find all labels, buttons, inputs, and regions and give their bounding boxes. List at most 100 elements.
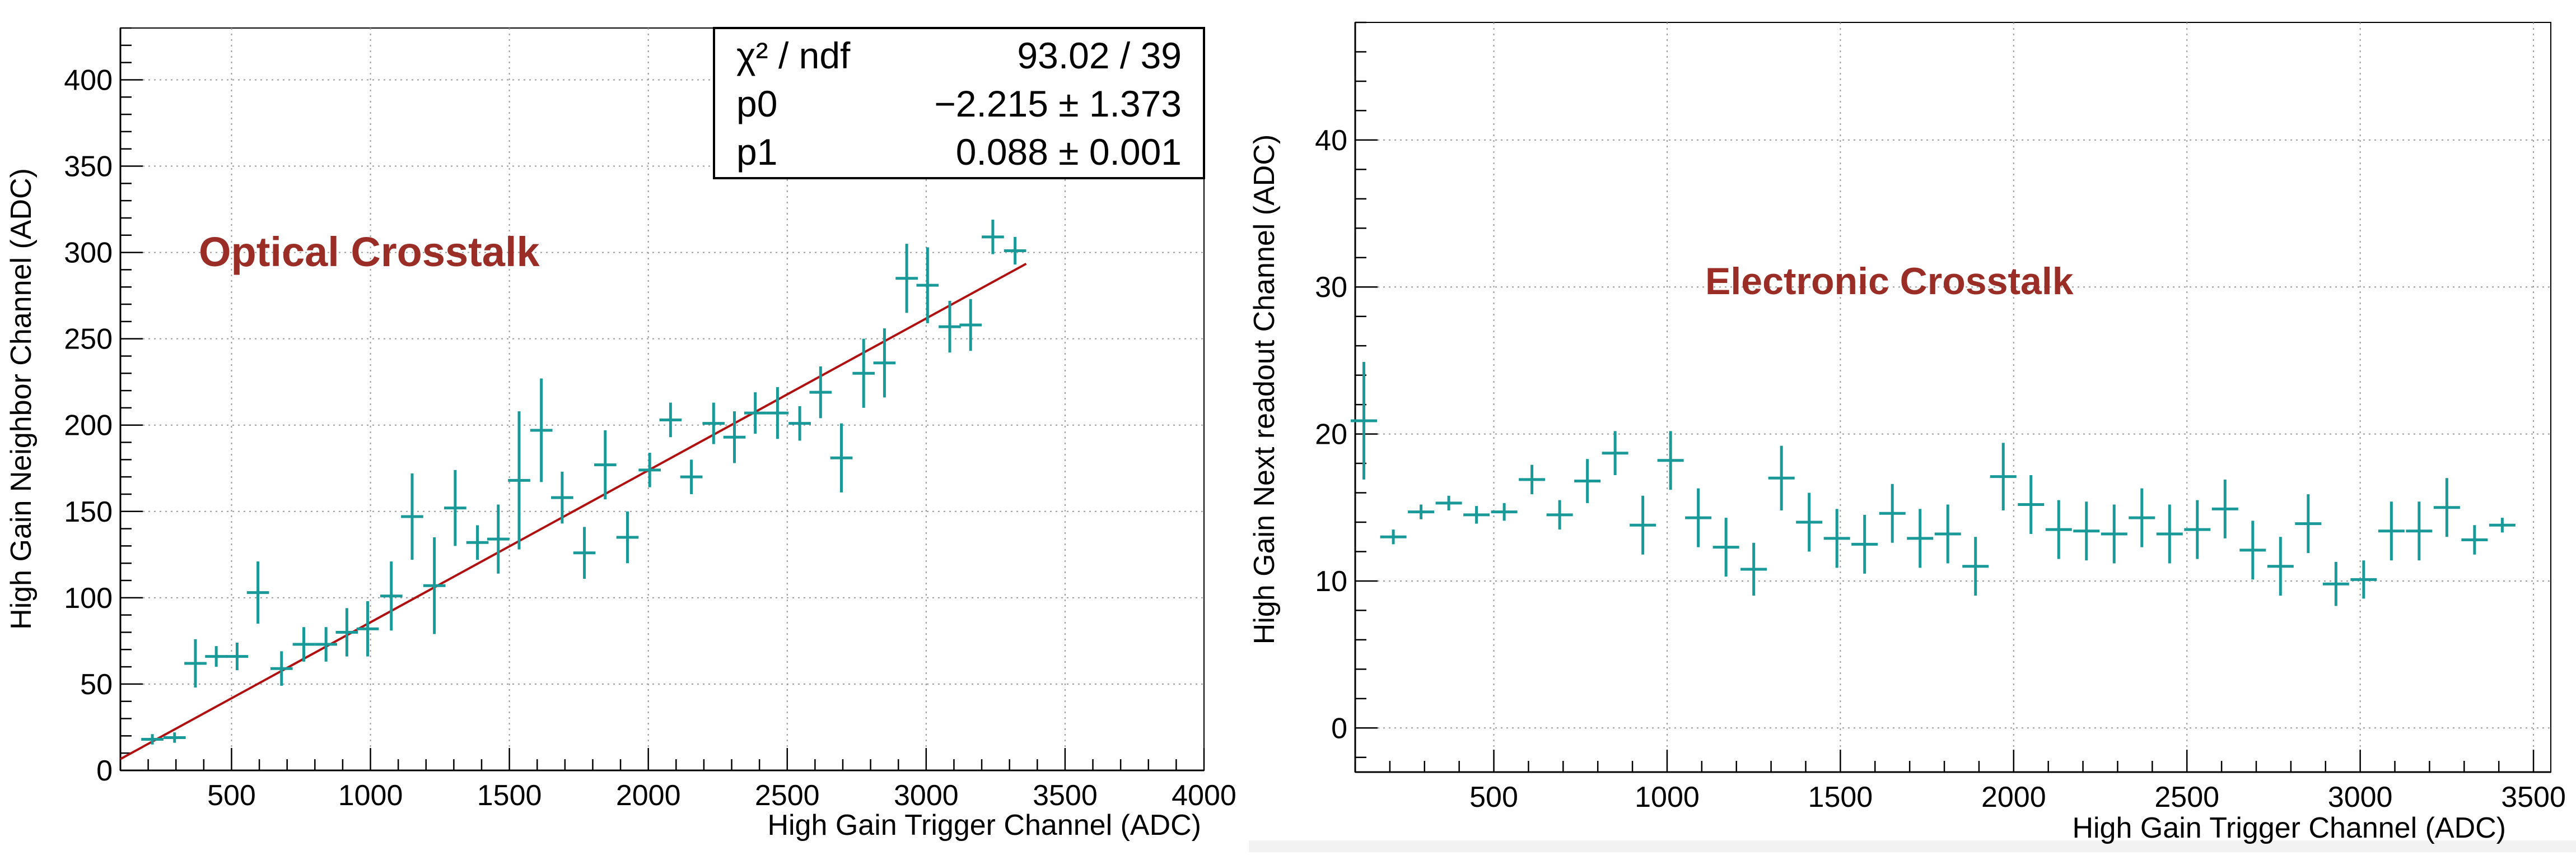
data-point bbox=[1630, 495, 1656, 555]
data-point bbox=[744, 392, 767, 434]
y-tick-label: 50 bbox=[80, 668, 113, 701]
data-point bbox=[2350, 560, 2377, 599]
data-point bbox=[1962, 537, 1989, 596]
data-point bbox=[2018, 475, 2045, 534]
fit-stats-box bbox=[713, 27, 1205, 179]
y-tick-label: 400 bbox=[64, 64, 113, 96]
data-point bbox=[356, 601, 379, 657]
data-point bbox=[2211, 479, 2238, 538]
fit-stat-value: 0.088 ± 0.001 bbox=[956, 131, 1182, 173]
data-point bbox=[1907, 509, 1934, 568]
fit-stat-label: p1 bbox=[736, 131, 777, 173]
data-point bbox=[959, 299, 982, 351]
data-point bbox=[680, 459, 703, 494]
data-point bbox=[226, 642, 249, 671]
data-point bbox=[1657, 431, 1684, 490]
data-point bbox=[1435, 495, 1462, 511]
x-tick-label: 2000 bbox=[616, 779, 681, 812]
data-point bbox=[2129, 488, 2155, 547]
x-tick-label: 1500 bbox=[477, 779, 542, 812]
y-tick-label: 250 bbox=[64, 323, 113, 356]
data-point bbox=[1463, 506, 1490, 524]
x-tick-label: 3500 bbox=[1033, 779, 1098, 812]
y-tick-label: 100 bbox=[64, 582, 113, 615]
data-point bbox=[939, 300, 961, 353]
data-point bbox=[444, 470, 466, 546]
x-tick-label: 3000 bbox=[894, 779, 959, 812]
y-tick-label: 30 bbox=[1315, 271, 1347, 304]
fit-stat-value: −2.215 ± 1.373 bbox=[934, 83, 1182, 124]
x-tick-label: 4000 bbox=[1172, 779, 1236, 812]
crosstalk-annotation: Electronic Crosstalk bbox=[1705, 260, 2074, 303]
data-point bbox=[2322, 561, 2349, 606]
data-point bbox=[2406, 501, 2433, 561]
data-point bbox=[2045, 500, 2072, 559]
data-point bbox=[2295, 494, 2322, 554]
data-point bbox=[487, 504, 510, 574]
y-axis-label: High Gain Next readout Channel (ADC) bbox=[1248, 134, 1281, 644]
data-point bbox=[788, 406, 811, 441]
data-point bbox=[466, 525, 489, 560]
data-point bbox=[205, 646, 228, 667]
data-point bbox=[2073, 501, 2100, 561]
data-point bbox=[895, 244, 918, 313]
x-tick-label: 1500 bbox=[1808, 781, 1873, 814]
data-point bbox=[2156, 504, 2183, 564]
data-point bbox=[873, 328, 896, 398]
y-tick-label: 200 bbox=[64, 410, 113, 442]
data-point bbox=[1768, 445, 1795, 511]
fit-stat-label: p0 bbox=[736, 83, 777, 124]
data-point bbox=[1350, 362, 1377, 480]
data-point bbox=[2378, 501, 2405, 561]
data-point bbox=[766, 387, 789, 439]
x-tick-label: 500 bbox=[207, 779, 256, 812]
data-point bbox=[292, 627, 315, 662]
data-point bbox=[2101, 504, 2127, 564]
data-point bbox=[1712, 518, 1739, 577]
data-point bbox=[1408, 504, 1435, 519]
data-point bbox=[380, 561, 403, 631]
data-point bbox=[723, 411, 746, 463]
x-tick-label: 500 bbox=[1469, 781, 1518, 814]
data-point bbox=[852, 338, 875, 408]
data-point bbox=[1685, 488, 1712, 547]
data-point bbox=[2184, 500, 2211, 559]
fit-stat-label: χ² / ndf bbox=[736, 35, 851, 76]
data-point bbox=[2267, 537, 2294, 596]
x-tick-label: 2000 bbox=[1981, 781, 2046, 814]
data-point bbox=[1851, 514, 1878, 574]
data-point bbox=[551, 471, 573, 524]
data-point bbox=[508, 411, 530, 550]
x-tick-label: 2500 bbox=[755, 779, 820, 812]
y-axis-label: High Gain Neighbor Channel (ADC) bbox=[5, 168, 38, 630]
data-point bbox=[530, 378, 553, 482]
data-point bbox=[1823, 509, 1850, 568]
data-point bbox=[335, 608, 358, 657]
data-point bbox=[1004, 236, 1026, 265]
data-point bbox=[659, 402, 682, 438]
panel-bottom-shade bbox=[1249, 840, 2576, 852]
data-point bbox=[982, 220, 1004, 254]
fit-stat-value: 93.02 / 39 bbox=[1017, 35, 1182, 76]
data-point bbox=[1990, 443, 2017, 511]
fit-line bbox=[120, 262, 1027, 760]
data-point bbox=[1796, 492, 1823, 552]
x-tick-label: 3500 bbox=[2501, 781, 2566, 814]
data-point bbox=[246, 561, 269, 624]
y-tick-label: 20 bbox=[1315, 419, 1347, 451]
data-point bbox=[423, 537, 446, 634]
data-point bbox=[1574, 459, 1601, 503]
data-point bbox=[1602, 431, 1628, 476]
data-point bbox=[2461, 525, 2488, 555]
plot-frame bbox=[1355, 22, 2551, 773]
crosstalk-annotation: Optical Crosstalk bbox=[199, 229, 540, 275]
y-tick-label: 350 bbox=[64, 151, 113, 183]
x-axis-label: High Gain Trigger Channel (ADC) bbox=[767, 809, 1201, 842]
y-tick-label: 10 bbox=[1315, 565, 1347, 598]
y-tick-label: 300 bbox=[64, 237, 113, 269]
data-point bbox=[184, 639, 207, 688]
data-point bbox=[702, 402, 725, 444]
y-tick-label: 40 bbox=[1315, 124, 1347, 157]
